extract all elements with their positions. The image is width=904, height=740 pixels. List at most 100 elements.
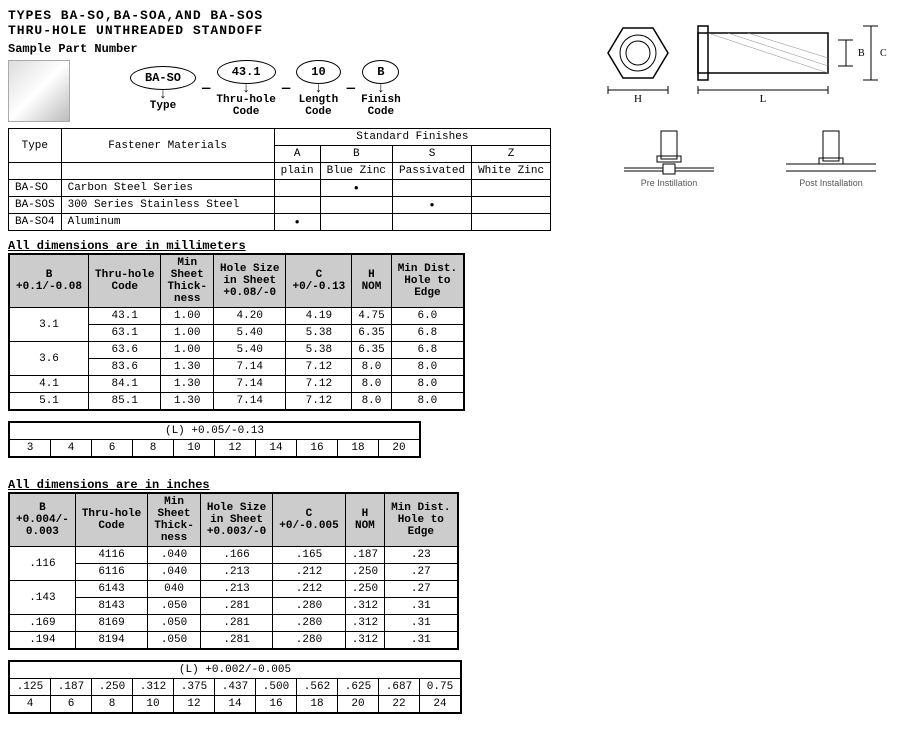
table-cell: 4.75 [352, 308, 391, 325]
mat-material: 300 Series Stainless Steel [61, 197, 274, 214]
table-cell: .040 [148, 547, 201, 564]
l-cell: 6 [51, 696, 92, 714]
l-cell: .125 [9, 679, 51, 696]
mm-table: B+0.1/-0.08Thru-holeCodeMinSheetThick-ne… [8, 253, 465, 411]
table-cell: 6116 [75, 564, 147, 581]
table-cell: 5.38 [286, 325, 352, 342]
table-cell: 85.1 [89, 393, 161, 411]
l-cell: .312 [133, 679, 174, 696]
l-cell: 8 [133, 440, 174, 458]
table-cell: 3.6 [9, 342, 89, 376]
table-cell: .212 [273, 564, 345, 581]
table-cell: 7.14 [214, 376, 286, 393]
table-cell: .31 [385, 598, 458, 615]
table-cell: 1.30 [161, 359, 214, 376]
table-cell: 7.12 [286, 376, 352, 393]
table-cell: .280 [273, 632, 345, 650]
table-cell: .050 [148, 615, 201, 632]
l-cell: .500 [256, 679, 297, 696]
table-cell: 6.35 [352, 325, 391, 342]
table-cell: 8194 [75, 632, 147, 650]
col-header: C+0/-0.005 [273, 493, 345, 547]
l-cell: 18 [297, 696, 338, 714]
mat-type: BA-SO4 [9, 214, 62, 231]
table-cell: 6143 [75, 581, 147, 598]
table-cell: .281 [200, 598, 272, 615]
l-cell: 10 [174, 440, 215, 458]
page-subtitle: THRU-HOLE UNTHREADED STANDOFF [8, 23, 568, 38]
table-cell: .187 [345, 547, 384, 564]
table-cell: 5.40 [214, 325, 286, 342]
table-cell: 1.30 [161, 376, 214, 393]
col-header: Thru-holeCode [75, 493, 147, 547]
mm-section-title: All dimensions are in millimeters [8, 239, 904, 253]
svg-text:C: C [880, 48, 887, 59]
l-cell: 14 [256, 440, 297, 458]
l-cell: 12 [174, 696, 215, 714]
table-cell: 6.35 [352, 342, 391, 359]
in-section-title: All dimensions are in inches [8, 478, 904, 492]
col-header: C+0/-0.13 [286, 254, 352, 308]
l-cell: .562 [297, 679, 338, 696]
l-cell: 6 [92, 440, 133, 458]
installation-diagrams: Pre Instillation Post Installation [588, 126, 904, 188]
table-cell: .050 [148, 632, 201, 650]
l-cell: 0.75 [420, 679, 462, 696]
table-cell: 63.6 [89, 342, 161, 359]
table-cell: .280 [273, 598, 345, 615]
table-cell: 3.1 [9, 308, 89, 342]
table-cell: 8169 [75, 615, 147, 632]
table-cell: .166 [200, 547, 272, 564]
table-cell: .280 [273, 615, 345, 632]
table-cell: 4116 [75, 547, 147, 564]
table-cell: .281 [200, 632, 272, 650]
table-cell: 1.00 [161, 342, 214, 359]
col-header: B+0.1/-0.08 [9, 254, 89, 308]
page-title: TYPES BA-SO,BA-SOA,AND BA-SOS [8, 8, 568, 23]
in-table: B+0.004/-0.003Thru-holeCodeMinSheetThick… [8, 492, 459, 650]
l-title: (L) +0.05/-0.13 [9, 422, 420, 440]
table-cell: 5.38 [286, 342, 352, 359]
part-photo [8, 60, 70, 122]
table-cell: .169 [9, 615, 75, 632]
post-install-label: Post Installation [781, 178, 881, 188]
table-cell: .213 [200, 564, 272, 581]
table-cell: 4.1 [9, 376, 89, 393]
table-cell: .23 [385, 547, 458, 564]
table-cell: 83.6 [89, 359, 161, 376]
l-cell: .687 [379, 679, 420, 696]
mat-material: Aluminum [61, 214, 274, 231]
l-cell: .625 [338, 679, 379, 696]
col-header: Min Dist.Hole toEdge [385, 493, 458, 547]
col-header: MinSheetThick-ness [148, 493, 201, 547]
table-cell: 8.0 [352, 393, 391, 411]
table-cell: 8.0 [391, 376, 464, 393]
table-cell: .143 [9, 581, 75, 615]
table-cell: 1.30 [161, 393, 214, 411]
table-cell: .212 [273, 581, 345, 598]
table-cell: .116 [9, 547, 75, 581]
table-cell: 7.12 [286, 393, 352, 411]
table-cell: 63.1 [89, 325, 161, 342]
col-header: HNOM [345, 493, 384, 547]
mat-type: BA-SOS [9, 197, 62, 214]
col-header: Hole Sizein Sheet+0.08/-0 [214, 254, 286, 308]
l-cell: .187 [51, 679, 92, 696]
table-cell: 6.0 [391, 308, 464, 325]
l-cell: 18 [338, 440, 379, 458]
table-cell: .194 [9, 632, 75, 650]
table-cell: .31 [385, 632, 458, 650]
dimension-diagram: H L B C [588, 8, 888, 108]
table-cell: .312 [345, 632, 384, 650]
col-header: MinSheetThick-ness [161, 254, 214, 308]
table-cell: .312 [345, 615, 384, 632]
l-cell: 4 [9, 696, 51, 714]
table-cell: .165 [273, 547, 345, 564]
table-cell: 1.00 [161, 308, 214, 325]
l-cell: .250 [92, 679, 133, 696]
l-cell: 20 [379, 440, 421, 458]
l-cell: 22 [379, 696, 420, 714]
l-cell: 16 [297, 440, 338, 458]
table-cell: 4.19 [286, 308, 352, 325]
table-cell: .050 [148, 598, 201, 615]
